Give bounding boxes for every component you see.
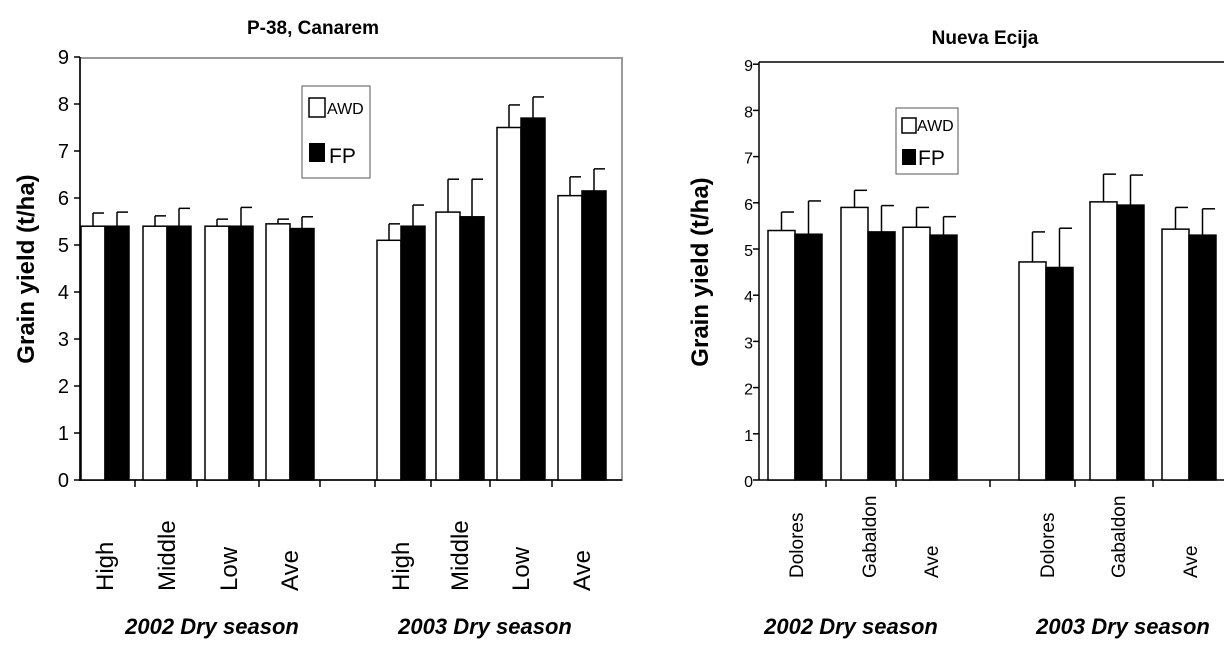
chart-left-category-label-middle: Middle: [447, 520, 474, 591]
chart-left-category-label-ave: Ave: [277, 550, 304, 591]
chart-left-legend-awd: AWD: [327, 101, 364, 118]
chart-right-bar-fp-ave: [929, 234, 958, 481]
chart-left-bar-fp-middle: [166, 225, 192, 481]
chart-right-bar-fp-gabaldon: [1116, 204, 1145, 481]
legend-swatch-fp: [902, 149, 916, 165]
chart-left-legend: AWD FP: [301, 85, 371, 179]
legend-swatch-awd: [901, 117, 917, 134]
chart-left-y-tick-label: 6: [58, 188, 69, 210]
chart-left-y-tick-label: 1: [58, 423, 69, 445]
chart-right-bars: [767, 173, 1217, 481]
chart-right-bar-awd-gabaldon: [1089, 201, 1118, 481]
chart-left-y-tick-label: 0: [58, 470, 69, 492]
chart-left-group-label-2003: 2003 Dry season: [397, 614, 572, 639]
chart-left-y-tick-label: 4: [58, 282, 69, 304]
chart-right-y-ticks: 0 1 2 3 4 5 6 7 8 9: [744, 58, 1154, 491]
chart-right-y-tick-label: 6: [744, 197, 753, 214]
chart-right-y-tick-label: 2: [744, 382, 753, 399]
chart-left-bar-fp-ave: [581, 190, 607, 481]
chart-left-y-tick-label: 5: [58, 235, 69, 257]
chart-right-bar-fp-dolores: [794, 233, 823, 481]
chart-right-bar-fp-gabaldon: [867, 231, 896, 481]
chart-right-bar-fp-ave: [1188, 234, 1217, 481]
chart-left-group-label-2002: 2002 Dry season: [124, 614, 299, 639]
chart-left-bar-fp-high: [104, 225, 130, 481]
chart-left-category-label-low: Low: [508, 546, 535, 591]
chart-left-y-tick-label: 3: [58, 329, 69, 351]
chart-left-category-label-low: Low: [216, 546, 243, 591]
chart-left-bar-awd-low: [204, 225, 230, 481]
chart-left-bar-fp-middle: [459, 216, 485, 481]
chart-right-title: Nueva Ecija: [932, 28, 1039, 49]
chart-right-y-tick-label: 5: [744, 243, 753, 260]
chart-left-title: P-38, Canarem: [247, 18, 379, 39]
chart-right-legend: AWD FP: [895, 107, 959, 175]
chart-right-bar-fp-dolores: [1045, 266, 1074, 481]
chart-right-category-label-ave: Ave: [1181, 546, 1202, 578]
legend-swatch-fp: [309, 143, 325, 162]
chart-right-bar-awd-dolores: [767, 229, 796, 481]
chart-right-y-tick-label: 7: [744, 151, 753, 168]
chart-left-bar-fp-low: [228, 225, 254, 481]
chart-right-category-label-dolores: Dolores: [1038, 513, 1059, 578]
chart-left-y-tick-label: 7: [58, 141, 69, 163]
chart-right-category-label-gabaldon: Gabaldon: [860, 496, 881, 578]
chart-left-y-tick-label: 2: [58, 376, 69, 398]
chart-right-y-tick-label: 8: [744, 104, 753, 121]
chart-right-y-tick-label: 4: [744, 289, 753, 306]
chart-left-bar-fp-ave: [289, 227, 315, 481]
chart-left-y-axis-label: Grain yield (t/ha): [13, 174, 40, 363]
chart-right-group-label-2003: 2003 Dry season: [1035, 614, 1210, 639]
chart-left-category-label-ave: Ave: [569, 550, 596, 591]
chart-right-legend-fp: FP: [918, 147, 945, 170]
chart-left-category-label-middle: Middle: [154, 520, 181, 591]
chart-left-legend-box: [301, 85, 371, 179]
chart-left-bar-fp-low: [520, 117, 546, 481]
chart-right: Nueva Ecija Grain yield (t/ha) 0 1 2 3 4 5 6 7 8…: [687, 28, 1224, 639]
chart-left-bar-awd-high: [376, 239, 402, 481]
chart-right-bar-awd-dolores: [1018, 261, 1047, 481]
chart-left-bar-awd-middle: [142, 225, 168, 481]
chart-right-category-label-dolores: Dolores: [787, 513, 808, 578]
chart-left-legend-fp: FP: [329, 145, 356, 168]
chart-right-y-tick-label: 0: [744, 474, 753, 491]
chart-right-category-label-ave: Ave: [922, 546, 943, 578]
chart-right-y-tick-label: 1: [744, 428, 753, 445]
chart-left-bar-awd-ave: [265, 223, 291, 481]
chart-left-bar-awd-high: [80, 225, 106, 481]
chart-left-y-tick-label: 8: [58, 94, 69, 116]
chart-left-bar-awd-low: [496, 126, 522, 481]
chart-left-category-label-high: High: [92, 542, 119, 591]
chart-right-bar-awd-ave: [1161, 228, 1190, 481]
chart-right-bar-awd-gabaldon: [840, 206, 869, 481]
chart-left-bars: [80, 96, 607, 481]
chart-right-y-axis-label: Grain yield (t/ha): [687, 177, 714, 366]
chart-right-y-tick-label: 9: [744, 58, 753, 75]
chart-left-category-labels: High Middle Low Ave High Middle Low Ave: [92, 520, 596, 591]
chart-right-bar-awd-ave: [902, 226, 931, 481]
chart-right-legend-awd: AWD: [917, 118, 954, 135]
chart-right-group-label-2002: 2002 Dry season: [763, 614, 938, 639]
chart-left-category-label-high: High: [388, 542, 415, 591]
chart-left-bar-fp-high: [400, 225, 426, 481]
chart-right-category-label-gabaldon: Gabaldon: [1109, 496, 1130, 578]
chart-left-bar-awd-ave: [557, 194, 583, 481]
chart-left-bar-awd-middle: [435, 211, 461, 481]
chart-left-y-ticks: 0 1 2 3 4 5 6 7 8 9: [58, 47, 553, 492]
chart-left-y-tick-label: 9: [58, 47, 69, 69]
chart-left: P-38, Canarem Grain yield (t/ha) 0 1 2 3 4 5 6…: [13, 18, 623, 639]
chart-right-y-tick-label: 3: [744, 335, 753, 352]
legend-swatch-awd: [308, 97, 326, 118]
chart-right-category-labels: Dolores Gabaldon Ave Dolores Gabaldon Ave: [787, 496, 1202, 578]
